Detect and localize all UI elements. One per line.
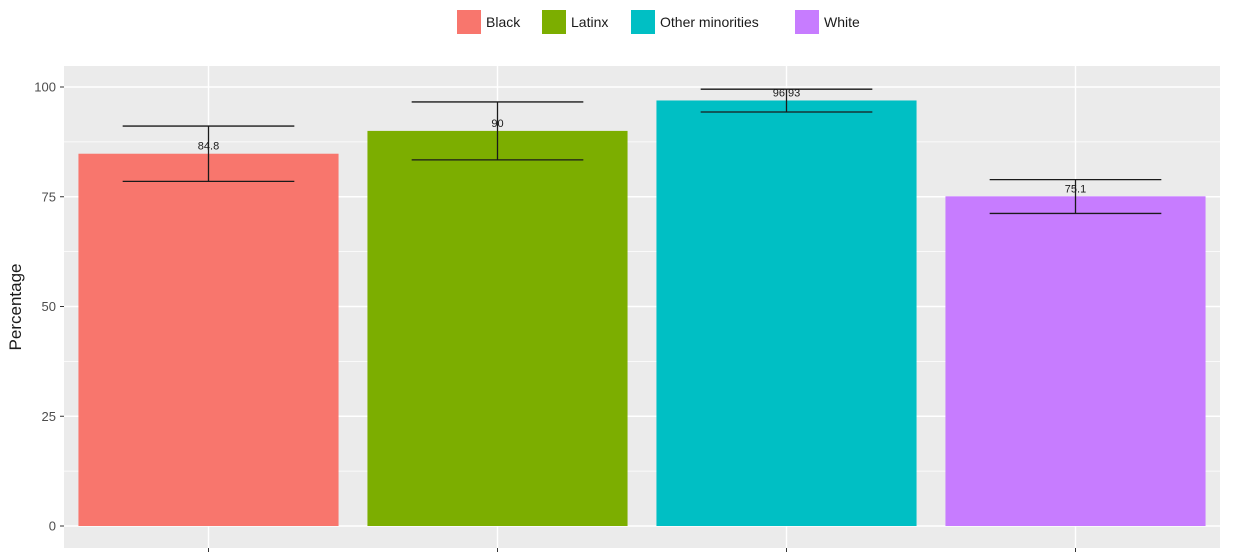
bar-white [945,196,1206,526]
data-label: 84.8 [198,141,219,153]
data-label: 90 [491,118,503,130]
y-tick-label: 75 [42,189,56,204]
y-tick-label: 25 [42,409,56,424]
error-bar [700,88,873,113]
y-tick-label: 100 [34,80,56,95]
y-tick-label: 50 [42,299,56,314]
error-bar [989,178,1162,215]
x-axis [208,548,1076,552]
legend-item-latinx: Latinx [542,10,608,34]
error-bars [122,88,1162,215]
legend-swatch [457,10,481,34]
bar-other-minorities [656,100,917,527]
error-bar [411,101,584,161]
legend-swatch [542,10,566,34]
legend-label: Other minorities [660,14,759,30]
legend-item-black: Black [457,10,521,34]
legend-item-other-minorities: Other minorities [631,10,759,34]
bar-latinx [367,130,628,526]
legend-label: Black [486,14,521,30]
legend-swatch [795,10,819,34]
legend-swatch [631,10,655,34]
data-label: 75.1 [1065,183,1086,195]
legend-label: White [824,14,860,30]
error-bar [122,125,295,183]
bar-black [78,153,339,526]
y-axis: 0 25 50 75 100 [34,80,64,534]
legend-label: Latinx [571,14,608,30]
data-labels: 84.8 90 96.93 75.1 [198,87,1086,195]
y-tick-label: 0 [49,519,56,534]
data-label: 96.93 [773,87,801,99]
bars [78,100,1206,527]
legend: Black Latinx Other minorities White [457,10,860,34]
legend-item-white: White [795,10,860,34]
y-axis-title: Percentage [6,264,25,351]
